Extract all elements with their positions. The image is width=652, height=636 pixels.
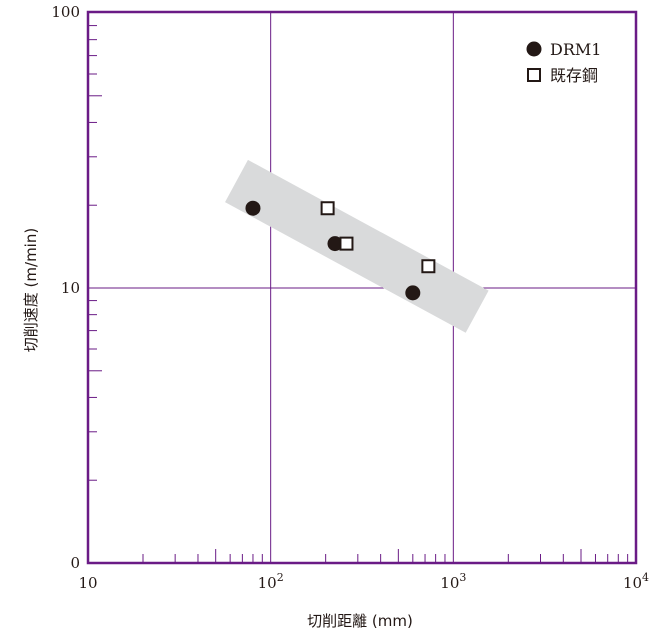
legend-label: 既存鋼 <box>550 66 598 85</box>
tick-labels: 0 10 100 10 102 103 104 <box>51 3 649 592</box>
plot-frame <box>86 10 638 565</box>
data-point-existing-steel <box>421 259 436 274</box>
legend-marker-drm1 <box>526 41 542 57</box>
legend: DRM1 既存鋼 <box>526 40 601 85</box>
data-point-existing-steel <box>320 201 335 216</box>
legend-label: DRM1 <box>550 40 601 59</box>
data-points <box>245 200 436 301</box>
x-tick-label: 104 <box>623 571 649 592</box>
x-tick-label: 10 <box>78 574 97 592</box>
trend-band <box>225 159 489 333</box>
x-tick-label: 102 <box>258 571 284 592</box>
y-tick-label: 100 <box>51 3 80 21</box>
grid <box>88 12 636 563</box>
trend-band-shape <box>225 159 489 333</box>
data-point-drm1 <box>405 285 421 301</box>
plot-border <box>86 10 638 565</box>
legend-marker-existing-steel <box>527 68 541 82</box>
y-tick-label: 0 <box>70 554 80 572</box>
data-point-drm1 <box>327 236 343 252</box>
y-tick-label: 10 <box>61 279 80 297</box>
y-axis-title: 切削速度 (m/min) <box>22 228 40 352</box>
x-tick-label: 103 <box>440 571 466 592</box>
data-point-drm1 <box>245 200 261 216</box>
data-point-existing-steel <box>339 236 354 251</box>
x-axis-title: 切削距離 (mm) <box>307 612 413 630</box>
axis-ticks <box>88 25 629 563</box>
